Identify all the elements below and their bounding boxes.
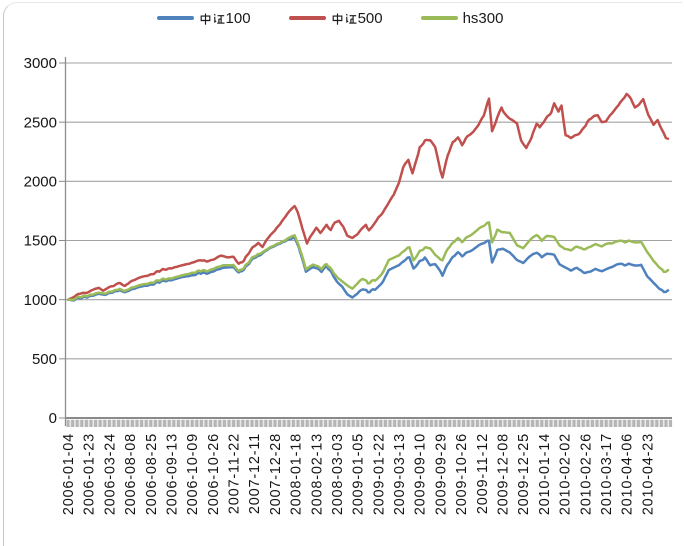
x-axis-label: 2006-10-26 xyxy=(206,433,222,515)
x-axis-label: 2008-03-03 xyxy=(330,433,346,515)
x-axis-label: 2009-12-08 xyxy=(495,433,511,515)
x-axis-label: 2006-10-09 xyxy=(185,433,201,515)
x-axis-label: 2009-09-10 xyxy=(413,433,429,515)
series-line-zhongzheng100 xyxy=(66,236,670,302)
x-axis-label: 2006-03-24 xyxy=(102,433,118,515)
x-axis-label: 2006-08-25 xyxy=(144,433,160,515)
x-axis-label: 2006-09-13 xyxy=(164,433,180,515)
x-axis-label: 2008-01-18 xyxy=(289,433,305,515)
cjk-glyph xyxy=(332,13,342,25)
x-axis-label: 2009-01-22 xyxy=(371,433,387,515)
x-axis-label: 2010-02-26 xyxy=(578,433,594,515)
x-axis-label: 2006-08-08 xyxy=(123,433,139,515)
x-axis-label: 2010-01-14 xyxy=(537,433,553,515)
series-line-hs300 xyxy=(66,221,670,301)
x-axis-label: 2009-09-29 xyxy=(433,433,449,515)
x-axis-label: 2007-12-28 xyxy=(268,433,284,515)
legend-label-text: 100 xyxy=(225,9,251,27)
x-axis-label: 2010-02-02 xyxy=(558,433,574,515)
x-axis-label: 2006-01-23 xyxy=(82,433,98,515)
legend: 100 500 hs300 xyxy=(0,7,660,29)
y-axis-label: 2500 xyxy=(24,114,57,131)
y-axis-label: 3000 xyxy=(24,55,57,72)
legend-swatch-zhongzheng100 xyxy=(156,15,194,21)
x-axis-label: 2009-03-13 xyxy=(392,433,408,515)
x-axis-label: 2010-04-23 xyxy=(640,433,656,515)
y-axis-label: 0 xyxy=(49,410,57,427)
legend-label-hs300: hs300 xyxy=(463,11,504,26)
legend-label-zhongzheng100: 100 xyxy=(199,11,251,26)
cjk-glyph xyxy=(345,13,357,24)
x-axis-label: 2006-01-04 xyxy=(61,433,77,515)
y-axis-label: 1000 xyxy=(24,292,57,309)
x-axis-label: 2010-03-17 xyxy=(599,433,615,515)
cjk-glyph xyxy=(200,13,210,25)
category-tick-band xyxy=(66,419,673,427)
series-line-zhongzheng500 xyxy=(66,92,670,301)
legend-swatch-zhongzheng500 xyxy=(288,15,326,21)
legend-item-zhongzheng100: 100 xyxy=(156,11,251,26)
x-axis-label: 2007-12-11 xyxy=(247,433,263,514)
legend-label-text: hs300 xyxy=(462,9,504,27)
legend-label-text: 500 xyxy=(357,9,383,27)
y-axis-label: 2000 xyxy=(24,174,57,191)
y-axis-label: 500 xyxy=(32,351,57,368)
x-axis-label: 2009-10-26 xyxy=(454,433,470,515)
legend-item-zhongzheng500: 500 xyxy=(288,11,383,26)
legend-swatch-hs300 xyxy=(420,15,458,21)
x-axis-label: 2008-02-13 xyxy=(309,433,325,515)
x-axis-label: 2007-11-22 xyxy=(227,433,243,514)
legend-label-zhongzheng500: 500 xyxy=(331,11,383,26)
x-axis-label: 2009-11-12 xyxy=(475,433,491,514)
x-axis-label: 2009-12-25 xyxy=(516,433,532,515)
cjk-glyph xyxy=(213,13,225,24)
y-axis-label: 1500 xyxy=(24,233,57,250)
x-axis-label: 2010-04-06 xyxy=(620,433,636,515)
x-axis-label: 2009-01-05 xyxy=(351,433,367,515)
legend-item-hs300: hs300 xyxy=(420,11,504,26)
